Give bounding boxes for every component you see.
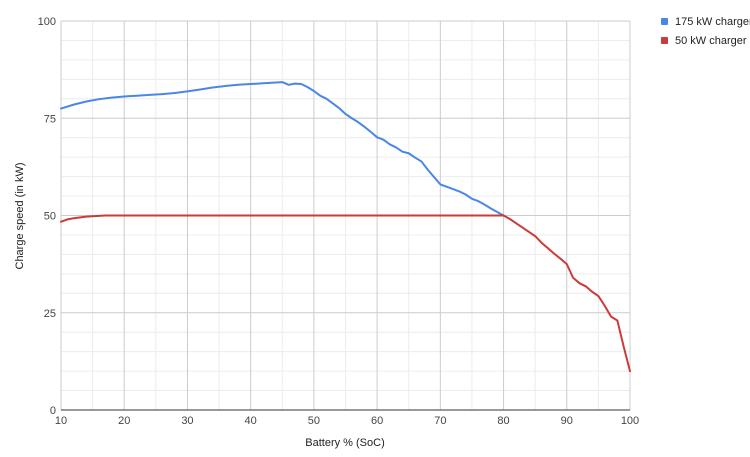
x-tick-label: 30: [181, 415, 193, 427]
legend[interactable]: 175 kW charger 50 kW charger: [661, 16, 750, 47]
x-tick-label: 90: [561, 415, 573, 427]
legend-item-1[interactable]: 175 kW charger: [661, 16, 750, 28]
x-tick-label: 100: [621, 415, 639, 427]
legend-item-2[interactable]: 50 kW charger: [661, 35, 747, 47]
x-tick-label: 80: [497, 415, 509, 427]
y-axis-ticks: 0 25 50 75 100: [38, 16, 56, 417]
x-axis-title: Battery % (SoC): [305, 437, 384, 449]
series-line-1: [60, 81, 505, 217]
gridlines: [60, 20, 631, 411]
series-lines: [60, 81, 631, 373]
y-tick-label: 25: [44, 308, 56, 320]
y-axis-title: Charge speed (in kW): [14, 163, 26, 270]
x-tick-label: 20: [118, 415, 130, 427]
x-axis-ticks: 10 20 30 40 50 60 70 80 90 100: [55, 415, 639, 427]
x-tick-label: 10: [55, 415, 67, 427]
x-tick-label: 50: [308, 415, 320, 427]
y-tick-label: 100: [38, 16, 56, 28]
x-tick-label: 60: [371, 415, 383, 427]
series-line-2: [60, 214, 631, 373]
legend-swatch: [661, 18, 668, 25]
x-tick-label: 40: [245, 415, 257, 427]
y-tick-label: 75: [44, 113, 56, 125]
y-tick-label: 0: [50, 405, 56, 417]
legend-label: 50 kW charger: [675, 35, 747, 47]
legend-label: 175 kW charger: [675, 16, 750, 28]
x-tick-label: 70: [434, 415, 446, 427]
legend-swatch: [661, 37, 668, 44]
y-tick-label: 50: [44, 211, 56, 223]
